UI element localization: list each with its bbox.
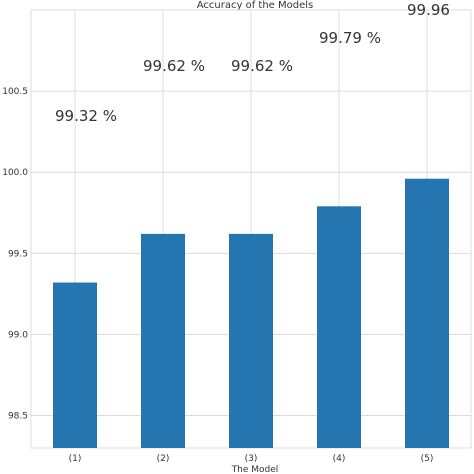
data-label: 99.32 % [55,107,117,125]
bar [317,206,361,448]
x-axis-label: The Model [231,465,279,474]
y-tick-label: 100.0 [2,168,28,178]
data-label: 99.96 [407,1,450,19]
y-tick-labels: 98.5 99.0 99.5 100.0 100.5 [2,87,28,421]
x-tick-label: (5) [421,454,434,464]
data-label: 99.79 % [319,29,381,47]
y-tick-label: 99.0 [8,330,28,340]
y-tick-label: 100.5 [2,87,28,97]
y-tick-label: 99.5 [8,249,28,259]
bar [405,178,449,448]
x-tick-label: (2) [157,454,170,464]
bar [229,233,273,448]
bar [141,233,185,448]
chart-title: Accuracy of the Models [197,0,313,11]
bar [53,282,97,448]
x-tick-label: (4) [333,454,346,464]
x-tick-label: (1) [69,454,82,464]
x-tick-label: (3) [245,454,258,464]
y-tick-label: 98.5 [8,412,28,422]
data-label: 99.62 % [231,57,293,75]
bars [53,178,449,448]
data-label: 99.62 % [143,57,205,75]
data-labels: 99.32 % 99.62 % 99.62 % 99.79 % 99.96 [55,1,450,125]
x-tick-labels: (1) (2) (3) (4) (5) [69,454,434,464]
